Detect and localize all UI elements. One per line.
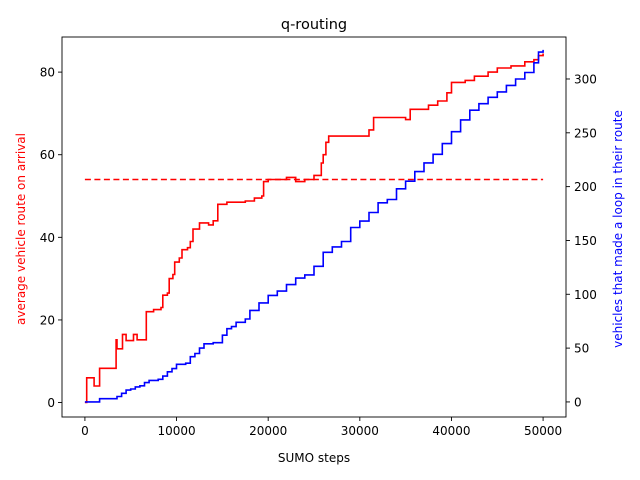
y-right-tick-label: 300	[574, 72, 597, 86]
series-line-left-0	[84, 53, 544, 404]
y-left-tick-label: 80	[40, 66, 55, 80]
x-tick-label: 10000	[157, 424, 195, 438]
x-axis: 0 10000 20000 30000 40000 50000	[81, 417, 562, 438]
y-axis-right-title: vehicles that made a loop in their route	[611, 110, 625, 348]
y-left-tick-label: 60	[40, 148, 55, 162]
y-left-tick-label: 20	[40, 313, 55, 327]
y-axis-left: 0 20 40 60 80	[40, 66, 62, 410]
y-left-tick-label: 40	[40, 231, 55, 245]
x-tick-label: 40000	[432, 424, 470, 438]
x-tick-label: 30000	[341, 424, 379, 438]
y-axis-right: 0 50 100 150 200 250 300	[566, 72, 597, 409]
plot-layer	[84, 49, 544, 404]
plot-frame	[61, 36, 567, 418]
y-axis-left-title: average vehicle route on arrival	[14, 133, 28, 325]
y-right-tick-label: 0	[574, 395, 582, 409]
x-axis-title: SUMO steps	[278, 451, 350, 465]
y-right-tick-label: 100	[574, 288, 597, 302]
x-tick-label: 20000	[249, 424, 287, 438]
y-right-tick-label: 50	[574, 342, 589, 356]
y-right-tick-label: 200	[574, 180, 597, 194]
y-left-tick-label: 0	[47, 396, 55, 410]
chart-title: q-routing	[281, 17, 347, 33]
series-line-right-2	[84, 49, 544, 403]
y-right-tick-label: 250	[574, 126, 597, 140]
x-tick-label: 0	[81, 424, 89, 438]
y-right-tick-label: 150	[574, 234, 597, 248]
x-tick-label: 50000	[524, 424, 562, 438]
